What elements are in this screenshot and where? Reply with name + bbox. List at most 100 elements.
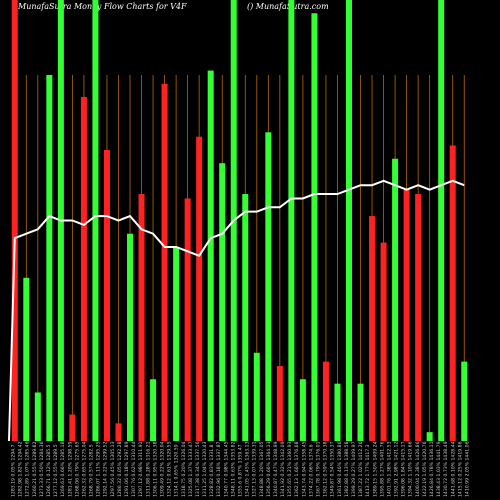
bar-down: [369, 216, 376, 441]
x-tick-label: 1355.65 0.21% 1360.93: [287, 441, 293, 497]
bar-up: [438, 0, 445, 441]
x-tick-label: 1341.92 0.32% 1342.09: [280, 441, 286, 497]
x-tick-label: 1307.76 0.62% 1310.44: [131, 441, 137, 497]
x-tick-label: 1374.22 0.06% 1374.6: [308, 444, 314, 497]
bar-up: [46, 74, 53, 441]
x-tick-label: 1348.88 1.20% 1367.05: [259, 441, 265, 497]
x-tick-label: 1362.12 0.59% 1370.38: [323, 441, 329, 497]
x-tick-label: 1415.12 0.25% 1419.86: [457, 441, 463, 497]
x-tick-label: 1348.11 0.63% 1353.82: [230, 441, 236, 497]
trend-line-group: [8, 179, 465, 442]
bar-up: [288, 0, 295, 441]
chart-title: MunafaSutra Money Flow Charts for V4F: [18, 2, 187, 11]
bar-down: [276, 366, 283, 441]
x-tick-label: 1355.6 0.87% 1359.47: [238, 444, 244, 497]
x-tick-label: 1269.63 0.66% 1285.18: [60, 441, 66, 497]
x-tick-label: 1318.75 0.20% 1326.04: [181, 441, 187, 497]
x-tick-label: 1272.89 1.07% 1285.46: [25, 441, 31, 497]
x-tick-label: 1327.13 0.07% 1339.31: [252, 441, 258, 497]
x-tick-label: 1395.88 1.27% 1401.76: [379, 441, 385, 497]
trend-line: [8, 179, 465, 442]
bar-down: [380, 242, 387, 441]
x-tick-label: 1441.68 0.10% 1428.44: [450, 441, 456, 497]
x-tick-label: 1341.05 1.45% 1363.13: [245, 441, 251, 497]
x-tick-label: 1328.82 0.83% 1331.8: [209, 444, 215, 497]
bar-up: [426, 432, 433, 441]
x-tick-label: 1400.04 2.38% 1426.86: [415, 441, 421, 497]
x-tick-label: 1426.84 0.78% 1436.11: [429, 441, 435, 497]
bar-up: [219, 163, 226, 442]
x-tick-label: 1273.33 0.50% 1284.36: [39, 441, 45, 497]
x-tick-label: 1362.13 1.66% 1376.68: [294, 441, 300, 497]
x-tick-label: 1422.19 1.05% 1420.76: [422, 441, 428, 497]
x-tick-label: 1413.72 1.77% 1417.3: [365, 444, 371, 497]
bar-up: [299, 379, 306, 441]
x-tick-label: 1392.91 2.98% 1421.12: [394, 441, 400, 497]
bar-down: [115, 423, 122, 441]
site-name: () MunafaSutra.com: [247, 2, 329, 11]
bar-down: [184, 198, 191, 441]
bar-up: [207, 70, 214, 441]
x-tick-label: 1389.15 1.50% 1409.24: [372, 441, 378, 497]
bar-up: [392, 158, 399, 441]
x-tick-label: 1314.1 0.65% 1320.59: [174, 444, 180, 497]
x-tick-label: 1382.88 0.13% 1388.58: [344, 441, 350, 497]
bar-up: [311, 13, 318, 441]
bar-down: [322, 361, 329, 441]
x-tick-label: 1399.29 0.27% 1409.97: [351, 441, 357, 497]
x-tick-label: 1361.98 0.46% 1380.86: [337, 441, 343, 497]
x-tick-label: 1438.43 1.03% 1441.79: [436, 441, 442, 497]
x-tick-label: 1266.71 0.12% 1285.5: [46, 444, 52, 497]
bar-down: [161, 83, 168, 441]
x-tick-label: 1367.78 0.79% 1376.01: [316, 441, 322, 497]
bar-up: [173, 246, 180, 441]
bar-up: [265, 132, 272, 442]
x-tick-label: 1262.32 0.65% 1275.04: [81, 441, 87, 497]
x-axis-labels: 1283.19 0.05% 1294.7 1282.98 1.82% 1294.4…: [11, 441, 471, 497]
bar-down: [11, 0, 18, 441]
x-tick-label: 1309.49 0.22% 1320.04: [159, 441, 165, 497]
bar-down: [449, 145, 456, 441]
bar-up: [92, 0, 99, 441]
x-tick-label: 1260.21 0.55% 1289.82: [32, 441, 38, 497]
x-tick-label: 1317.38 0.34% 1337.56: [195, 441, 201, 497]
x-tick-label: 1356.29 0.66% 1364.13: [266, 441, 272, 497]
bar-up: [357, 383, 364, 441]
x-tick-label: 1394.32 1.10% 1419.66: [408, 441, 414, 497]
x-tick-label: 1286.07 1.11% 1295.25: [96, 441, 102, 497]
bar-up: [461, 361, 468, 441]
x-tick-label: 1430.72 0.73% 1438.49: [443, 441, 449, 497]
x-tick-label: 1283.19 0.05% 1294.7: [11, 444, 17, 497]
bar-down: [69, 414, 76, 441]
x-tick-label: 1297.56 0.45% 1305.13: [110, 441, 116, 497]
bar-up: [150, 379, 157, 441]
bar-up: [345, 0, 352, 441]
x-tick-label: 1311.88 0.28% 1316.21: [145, 441, 151, 497]
x-tick-label: 1281.41 1.20% 1298.59: [67, 441, 73, 497]
x-tick-label: 1311.25 1.04% 1320.43: [202, 441, 208, 497]
x-tick-label: 1286.32 0.05% 1292.28: [117, 441, 123, 497]
bar-up: [253, 352, 260, 441]
bar-up: [242, 194, 249, 441]
x-tick-label: 1297.12 0.98% 1311.91: [138, 441, 144, 497]
x-tick-label: 1325.08 1.37% 1333.47: [188, 441, 194, 497]
bar-down: [196, 136, 203, 441]
x-tick-label: 1410.99 2.05% 1441.06: [464, 441, 470, 497]
x-tick-label: 1282.98 1.82% 1294.42: [18, 441, 24, 497]
x-tick-label: 1396.08 1.84% 1415.17: [401, 441, 407, 497]
bar-down: [415, 194, 422, 441]
bar-up: [334, 383, 341, 441]
money-flow-bars: [11, 0, 468, 442]
x-tick-label: 1343.74 0.94% 1358.45: [301, 441, 307, 497]
bar-up: [127, 233, 134, 441]
x-tick-label: 1306.11 0.95% 1320.38: [152, 441, 158, 497]
x-tick-label: 1277.12 0.55% 1289.5: [53, 444, 59, 497]
bar-up: [34, 392, 41, 441]
x-tick-label: 1291.06 0.18% 1297.89: [124, 441, 130, 497]
x-tick-label: 1340.77 0.98% 1344.45: [223, 441, 229, 497]
x-tick-label: 1292.14 0.22% 1299.52: [103, 441, 109, 497]
x-tick-label: 1340.87 0.47% 1348.99: [273, 441, 279, 497]
x-tick-label: 1268.79 0.57% 1282.5: [89, 444, 95, 497]
x-tick-label: 1387.22 1.02% 1412.26: [358, 441, 364, 497]
